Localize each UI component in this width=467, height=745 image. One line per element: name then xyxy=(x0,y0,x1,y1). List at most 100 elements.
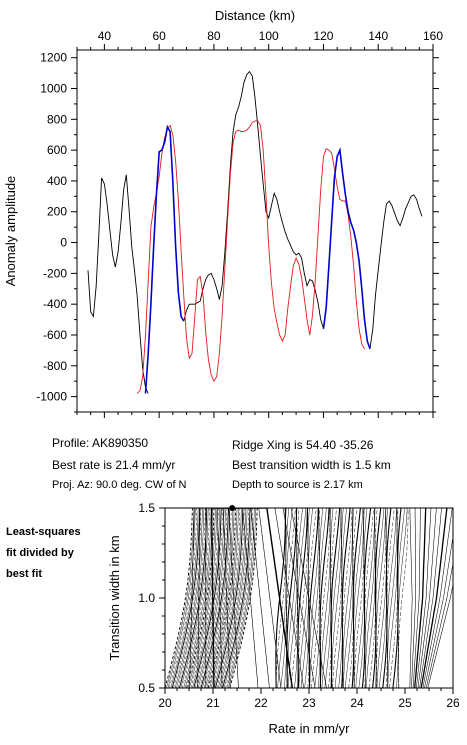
proj-az-text: Proj. Az: 90.0 deg. CW of N xyxy=(52,479,187,491)
contour-line xyxy=(203,508,232,688)
contour-line xyxy=(355,508,365,688)
contour-line xyxy=(200,508,229,688)
contour-line xyxy=(342,508,353,688)
contour-line xyxy=(290,508,300,688)
y-tick-label: 200 xyxy=(47,205,67,219)
contour-line xyxy=(375,508,386,688)
x-tick-label: 60 xyxy=(152,29,166,43)
contour-line xyxy=(331,508,342,688)
contour-line xyxy=(332,508,342,688)
contour-frame xyxy=(164,507,454,689)
contour-line xyxy=(210,508,239,688)
contour-line xyxy=(354,508,365,688)
contour-line xyxy=(174,508,203,688)
contour-line xyxy=(218,508,246,688)
y-tick-label: -200 xyxy=(43,266,67,280)
contour-line xyxy=(192,508,221,688)
x-tick-label: 24 xyxy=(350,696,364,710)
contour-line xyxy=(209,508,238,688)
contour-line xyxy=(300,508,310,688)
contour-line xyxy=(225,508,254,688)
contour-line xyxy=(387,508,398,688)
contour-line xyxy=(178,508,208,688)
y-tick-label: 1000 xyxy=(40,82,67,96)
contour-line xyxy=(365,508,376,688)
contour-line xyxy=(205,508,304,688)
contour-line xyxy=(411,508,416,688)
contour-line xyxy=(286,508,297,688)
contour-line xyxy=(341,508,351,688)
contour-line xyxy=(287,508,298,688)
contour-line xyxy=(334,508,344,688)
contour-line xyxy=(212,508,241,688)
contour-line xyxy=(206,508,235,688)
contour-line xyxy=(286,508,296,688)
contour-line xyxy=(283,508,293,688)
contour-line xyxy=(419,508,442,688)
contour-line xyxy=(386,508,397,688)
y-axis-label: Anomaly amplitude xyxy=(3,176,18,287)
contour-line xyxy=(319,508,330,688)
contour-line xyxy=(324,508,334,688)
y-tick-label: 1.5 xyxy=(138,501,155,515)
contour-line xyxy=(338,508,347,688)
contour-line xyxy=(320,508,331,688)
contour-line xyxy=(409,508,413,688)
contour-line xyxy=(193,508,222,688)
contour-line xyxy=(314,508,324,688)
contour-line xyxy=(213,508,242,688)
y-tick-label: 600 xyxy=(47,143,67,157)
contour-line xyxy=(422,508,453,688)
contour-line xyxy=(361,508,372,688)
contour-line xyxy=(228,508,259,688)
contour-line xyxy=(414,508,427,688)
contour-line xyxy=(345,508,354,688)
contour-line xyxy=(196,508,225,688)
x-tick-label: 40 xyxy=(98,29,112,43)
observed-anomaly-line xyxy=(183,70,324,329)
contour-line xyxy=(214,508,244,688)
contour-line xyxy=(298,508,309,688)
contour-line xyxy=(328,508,337,688)
model-anomaly-line xyxy=(136,120,365,394)
observed-anomaly-line xyxy=(369,194,423,349)
contour-line xyxy=(187,508,216,688)
contour-line xyxy=(304,508,313,688)
contour-line xyxy=(348,508,358,688)
y-tick-label: 1200 xyxy=(40,51,67,65)
x-tick-label: 26 xyxy=(446,696,460,710)
contour-line xyxy=(216,508,245,688)
contour-line xyxy=(396,508,405,688)
x-axis-label: Distance (km) xyxy=(215,8,295,23)
contour-line xyxy=(368,508,378,688)
contour-line xyxy=(216,508,282,688)
side-label-line-3: best fit xyxy=(6,568,43,580)
y-tick-label: 0.5 xyxy=(138,681,155,695)
depth-text: Depth to source is 2.17 km xyxy=(232,479,363,491)
x-tick-label: 21 xyxy=(206,696,220,710)
x-tick-label: 160 xyxy=(423,29,443,43)
contour-line xyxy=(309,508,320,688)
contour-line xyxy=(229,508,258,688)
contour-line xyxy=(275,508,286,688)
contour-line xyxy=(351,508,361,688)
best-rate-text: Best rate is 21.4 mm/yr xyxy=(52,458,176,472)
contour-line xyxy=(210,508,293,688)
side-label: Least-squares fit divided by best fit xyxy=(6,522,81,585)
contour-line xyxy=(343,508,353,688)
y-tick-label: 0 xyxy=(60,236,67,250)
contour-line xyxy=(309,508,320,688)
contour-line xyxy=(416,508,432,688)
contour-line xyxy=(398,508,409,688)
observed-anomaly-line xyxy=(87,174,149,394)
contour-line xyxy=(222,508,270,688)
contour-line xyxy=(378,508,388,688)
contour-line xyxy=(376,508,387,688)
contour-line xyxy=(277,508,287,688)
x-tick-label: 140 xyxy=(368,29,388,43)
x-axis-label: Rate in mm/yr xyxy=(269,721,351,736)
y-tick-label: -1000 xyxy=(36,390,67,404)
x-tick-label: 23 xyxy=(302,696,316,710)
contour-line xyxy=(190,508,219,688)
contour-line xyxy=(331,508,342,688)
